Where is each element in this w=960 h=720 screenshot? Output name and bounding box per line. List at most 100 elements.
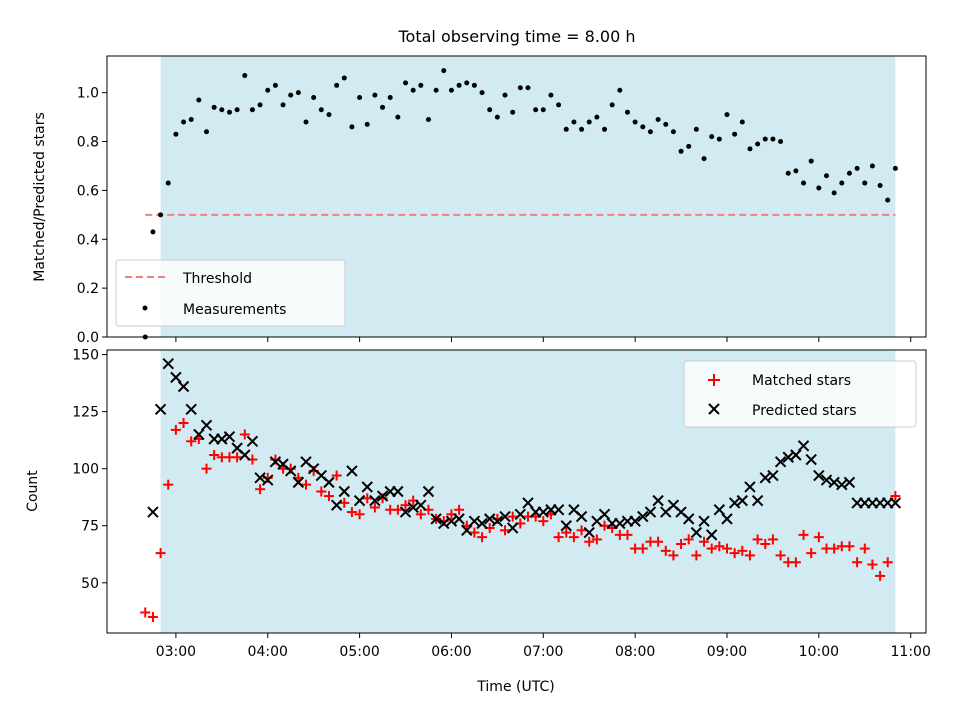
matched-stars-point — [737, 545, 748, 556]
measurements-point — [525, 85, 531, 91]
predicted-stars-point — [193, 428, 205, 441]
matched-stars-point — [653, 536, 664, 547]
predicted-stars-point — [575, 510, 588, 523]
matched-stars-point — [477, 532, 488, 543]
matched-stars-point — [882, 557, 893, 568]
measurements-point — [579, 126, 585, 132]
predicted-stars-point — [346, 465, 358, 477]
matched-stars-point — [316, 486, 327, 497]
measurements-point — [380, 104, 386, 110]
matched-stars-point — [507, 511, 518, 522]
matched-stars-point — [744, 550, 755, 561]
predicted-stars-point — [499, 510, 511, 523]
measurements-point — [678, 148, 684, 154]
predicted-stars-point — [422, 485, 435, 498]
matched-stars-point — [354, 509, 365, 520]
measurements-point — [295, 90, 301, 96]
matched-stars-point — [852, 557, 863, 568]
predicted-stars-point — [476, 517, 488, 530]
measurements-point — [441, 68, 447, 74]
measurements-point — [709, 134, 715, 140]
top-legend-box — [115, 259, 346, 327]
top-legend: Threshold Measurements — [115, 259, 346, 327]
matched-stars-point — [875, 570, 886, 581]
measurements-point — [188, 117, 194, 123]
matched-stars-point — [392, 504, 403, 515]
matched-stars-point — [454, 504, 465, 515]
measurements-point — [211, 104, 217, 110]
matched-stars-point — [209, 449, 220, 460]
x-axis-label: Time (UTC) — [476, 679, 554, 695]
measurements-point — [816, 185, 822, 191]
measurements-point — [479, 90, 485, 96]
measurements-point — [280, 102, 286, 108]
measurements-point — [548, 92, 554, 98]
predicted-stars-point — [154, 403, 167, 416]
matched-stars-point — [729, 548, 740, 559]
predicted-stars-point — [560, 520, 572, 532]
predicted-stars-point — [805, 453, 817, 466]
matched-stars-point — [813, 532, 824, 543]
matched-stars-point — [829, 543, 840, 554]
threshold-legend-label: Threshold — [182, 271, 252, 287]
matched-stars-point — [255, 484, 266, 495]
measurements-point — [433, 87, 439, 93]
xtick-label: 06:00 — [431, 644, 471, 660]
measurements-point — [831, 190, 837, 196]
measurements-point — [403, 80, 409, 86]
measurements-point — [785, 170, 791, 176]
measurements-point — [234, 107, 240, 113]
predicted-stars-point — [774, 456, 787, 468]
measurements-point — [487, 107, 493, 113]
matched-stars-point — [760, 538, 771, 549]
matched-stars-point — [362, 493, 373, 504]
predicted-stars-point — [430, 513, 442, 525]
measurements-point — [196, 97, 202, 103]
xtick-label: 05:00 — [339, 644, 379, 660]
bot-ytick-label: 150 — [72, 348, 99, 364]
measurements-point — [571, 119, 577, 125]
matched-stars-point — [561, 527, 572, 538]
xtick-label: 04:00 — [248, 644, 288, 660]
measurements-point — [257, 102, 263, 108]
xtick-label: 09:00 — [707, 644, 747, 660]
predicted-stars-point — [552, 504, 565, 516]
measurements-point — [150, 229, 156, 235]
measurements-point — [655, 117, 661, 123]
matched-stars-point — [752, 534, 763, 545]
measurements-point — [341, 75, 347, 81]
measurements-point — [885, 197, 891, 203]
matched-stars-point — [706, 543, 717, 554]
bottom-axes-frame — [106, 349, 927, 634]
predicted-stars-point — [262, 474, 274, 486]
measurements-point — [204, 129, 210, 135]
matched-stars-point — [201, 463, 212, 474]
measurements-point — [617, 87, 623, 93]
measurements-legend-label: Measurements — [183, 302, 286, 318]
matched-stars-point — [591, 534, 602, 545]
predicted-stars-point — [399, 506, 412, 518]
measurements-point — [793, 168, 799, 174]
measurements-point — [311, 95, 317, 101]
matched-stars-point — [178, 418, 189, 429]
predicted-stars-point — [736, 494, 749, 507]
measurements-point — [410, 87, 416, 93]
matched-legend-marker — [708, 374, 720, 386]
measurements-point — [510, 109, 516, 115]
measurements-point — [624, 109, 630, 115]
predicted-stars-point — [813, 469, 825, 482]
top-ytick-label: 0.6 — [77, 183, 99, 199]
predicted-stars-point — [644, 506, 657, 518]
measurements-legend-marker — [142, 305, 148, 311]
measurements-point — [854, 165, 860, 171]
top-y-axis-label: Matched/Predicted stars — [32, 112, 48, 282]
measurements-point — [219, 107, 225, 113]
predicted-stars-point — [698, 515, 710, 527]
predicted-stars-point — [361, 481, 373, 493]
measurements-point — [448, 87, 454, 93]
predicted-stars-point — [491, 515, 504, 527]
predicted-stars-point — [185, 403, 197, 416]
measurements-point — [540, 107, 546, 113]
measurements-point — [502, 92, 508, 98]
predicted-stars-point — [284, 465, 297, 477]
